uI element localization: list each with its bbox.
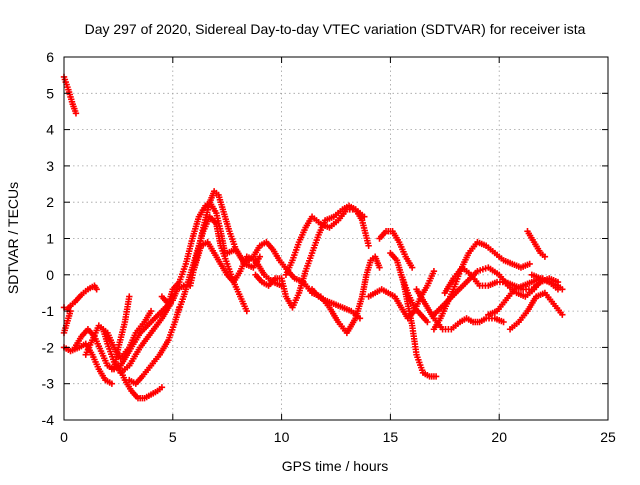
data-point	[256, 253, 264, 260]
series-arc29	[506, 289, 566, 333]
x-tick-label: 10	[274, 429, 290, 445]
data-point	[430, 267, 438, 275]
data-point	[243, 307, 250, 315]
y-tick-label: -3	[42, 376, 55, 392]
x-tick-label: 25	[600, 429, 616, 445]
chart-title: Day 297 of 2020, Sidereal Day-to-day VTE…	[85, 21, 586, 37]
data-point	[158, 384, 166, 391]
series-arc6	[82, 307, 155, 362]
series-arc31	[528, 271, 566, 293]
data-point	[72, 110, 80, 117]
data-point	[559, 286, 566, 293]
data-point	[93, 286, 100, 293]
data-point	[424, 318, 431, 326]
x-axis-label: GPS time / hours	[282, 458, 389, 474]
data-point	[526, 260, 533, 268]
x-tick-label: 0	[60, 429, 68, 445]
series-arc10	[126, 304, 183, 387]
series-arc14	[191, 238, 285, 289]
y-tick-label: 4	[46, 122, 54, 138]
y-tick-label: 3	[46, 158, 54, 174]
series-arc20	[365, 267, 438, 322]
series-arc11	[158, 199, 229, 308]
data-point	[365, 242, 372, 249]
grid-lines	[64, 57, 608, 420]
series-arc22	[387, 249, 440, 380]
series-arc16	[252, 202, 372, 311]
y-tick-label: -2	[42, 339, 55, 355]
y-tick-label: 0	[46, 267, 54, 283]
axis-ticks: 0 5 10 15 20 25 -4 -3 -2 -1 0 1 2 3 4 5 6	[42, 49, 616, 445]
series-arc2	[60, 282, 100, 313]
data-point	[500, 318, 507, 326]
y-tick-label: -1	[42, 303, 55, 319]
data-point	[408, 264, 416, 271]
series-arc1	[60, 73, 80, 117]
x-tick-label: 15	[383, 429, 399, 445]
data-series	[60, 73, 566, 402]
series-arc9	[108, 282, 187, 373]
data-point	[126, 293, 133, 300]
y-tick-label: 6	[46, 49, 54, 65]
series-arc30	[524, 228, 549, 260]
y-tick-label: 2	[46, 194, 54, 210]
data-point	[559, 311, 566, 318]
series-arc24	[413, 286, 507, 333]
y-tick-label: 5	[46, 85, 54, 101]
data-point	[361, 213, 368, 220]
data-point	[541, 253, 549, 260]
data-point	[147, 307, 155, 315]
x-tick-label: 20	[491, 429, 507, 445]
y-axis-label: SDTVAR / TECUs	[5, 182, 21, 294]
x-tick-label: 5	[169, 429, 177, 445]
data-point	[356, 315, 364, 322]
series-arc17	[282, 206, 368, 278]
series-arc21	[376, 228, 416, 271]
y-tick-label: 1	[46, 231, 54, 247]
data-point	[376, 264, 383, 271]
data-point	[108, 380, 116, 387]
series-arc23	[398, 271, 431, 326]
y-tick-label: -4	[42, 412, 55, 428]
series-arc19	[308, 286, 364, 322]
data-point	[432, 373, 440, 380]
